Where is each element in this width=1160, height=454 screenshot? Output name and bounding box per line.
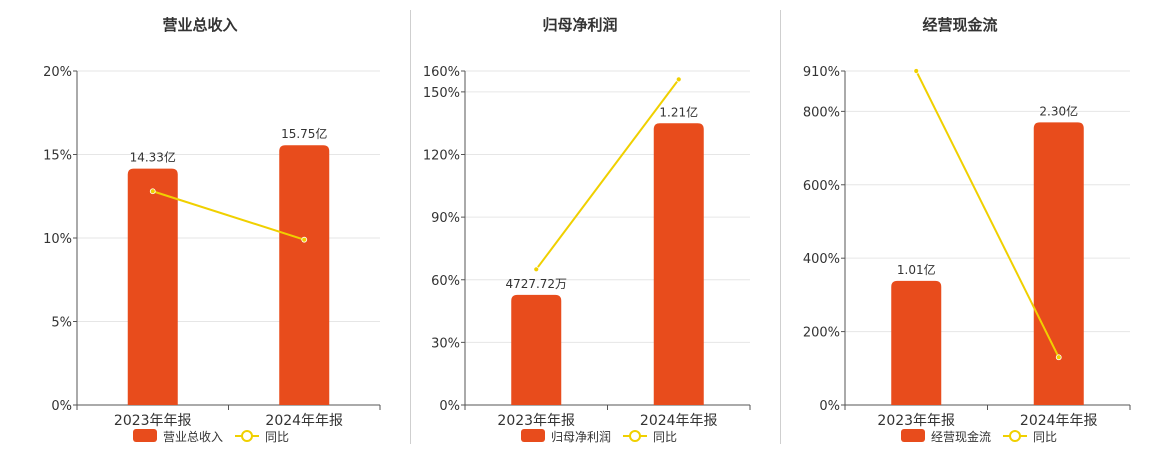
line-series	[152, 190, 305, 241]
line-point	[149, 188, 156, 195]
bar-data-label: 15.75亿	[281, 126, 327, 141]
y-tick-label: 150%	[423, 86, 460, 101]
x-tick-label: 2024年年报	[640, 413, 718, 429]
bar-data-label: 4727.72万	[505, 277, 567, 291]
legend-bar-swatch	[133, 429, 157, 442]
y-tick-label: 910%	[803, 65, 840, 80]
y-tick-label: 90%	[431, 211, 460, 226]
y-tick-label: 15%	[43, 149, 72, 164]
y-tick-label: 400%	[803, 252, 840, 267]
y-tick-label: 160%	[423, 65, 460, 80]
legend-line-label: 同比	[1033, 430, 1057, 444]
legend-bar-label: 营业总收入	[163, 430, 223, 444]
panel-divider	[410, 10, 411, 444]
y-tick-label: 30%	[431, 336, 460, 351]
legend-line-marker	[241, 430, 253, 442]
y-tick-label: 0%	[819, 399, 840, 414]
legend-bar-swatch	[521, 429, 545, 442]
y-tick-label: 10%	[43, 232, 72, 247]
y-tick-label: 60%	[431, 274, 460, 289]
line-point	[1055, 354, 1062, 361]
bar	[127, 168, 178, 405]
x-tick-label: 2024年年报	[265, 413, 343, 429]
y-tick-label: 20%	[43, 65, 72, 80]
bar-data-label: 2.30亿	[1039, 103, 1078, 118]
legend-line-label: 同比	[265, 430, 289, 444]
y-tick-label: 0%	[51, 399, 72, 414]
line-series	[535, 78, 680, 270]
panel-divider	[780, 10, 781, 444]
y-tick-label: 5%	[51, 316, 72, 331]
y-tick-label: 800%	[803, 105, 840, 120]
chart-panel-2: 归母净利润 0% 30% 60% 90% 120% 150% 160% 2023年年报 2024年…	[423, 16, 751, 444]
legend-line-label: 同比	[653, 430, 677, 444]
bar	[1033, 122, 1084, 405]
x-tick-label: 2023年年报	[497, 413, 575, 429]
line-point	[301, 236, 308, 243]
chart-title: 归母净利润	[542, 16, 617, 34]
legend-line-marker	[1009, 430, 1021, 442]
chart-panel-3: 经营现金流 0% 200% 400% 600% 800% 910% 2023年年报 2024年年…	[803, 16, 1131, 444]
legend-bar-label: 经营现金流	[931, 429, 991, 444]
bar-data-label: 1.01亿	[897, 262, 936, 277]
legend-line-marker	[629, 430, 641, 442]
y-tick-label: 200%	[803, 326, 840, 341]
x-tick-label: 2024年年报	[1020, 413, 1098, 429]
bar	[511, 294, 562, 405]
line-point	[675, 76, 682, 83]
chart-title: 经营现金流	[922, 16, 997, 34]
bar-data-label: 1.21亿	[659, 104, 698, 119]
line-point	[533, 266, 540, 273]
chart-title: 营业总收入	[162, 16, 237, 34]
line-point	[913, 68, 920, 74]
legend-bar-swatch	[901, 429, 925, 442]
y-tick-label: 600%	[803, 179, 840, 194]
bar-data-label: 14.33亿	[130, 150, 176, 165]
bar	[279, 145, 330, 405]
chart-panel-1: 营业总收入 0% 5% 10% 15% 20% 2023年年报 2024年年报 14.33亿 15…	[43, 16, 381, 444]
y-tick-label: 0%	[439, 399, 460, 414]
bar	[891, 280, 942, 405]
line-series	[915, 70, 1060, 358]
y-tick-label: 120%	[423, 149, 460, 164]
bar	[653, 123, 704, 405]
x-tick-label: 2023年年报	[114, 413, 192, 429]
x-tick-label: 2023年年报	[877, 413, 955, 429]
legend-bar-label: 归母净利润	[551, 430, 611, 444]
